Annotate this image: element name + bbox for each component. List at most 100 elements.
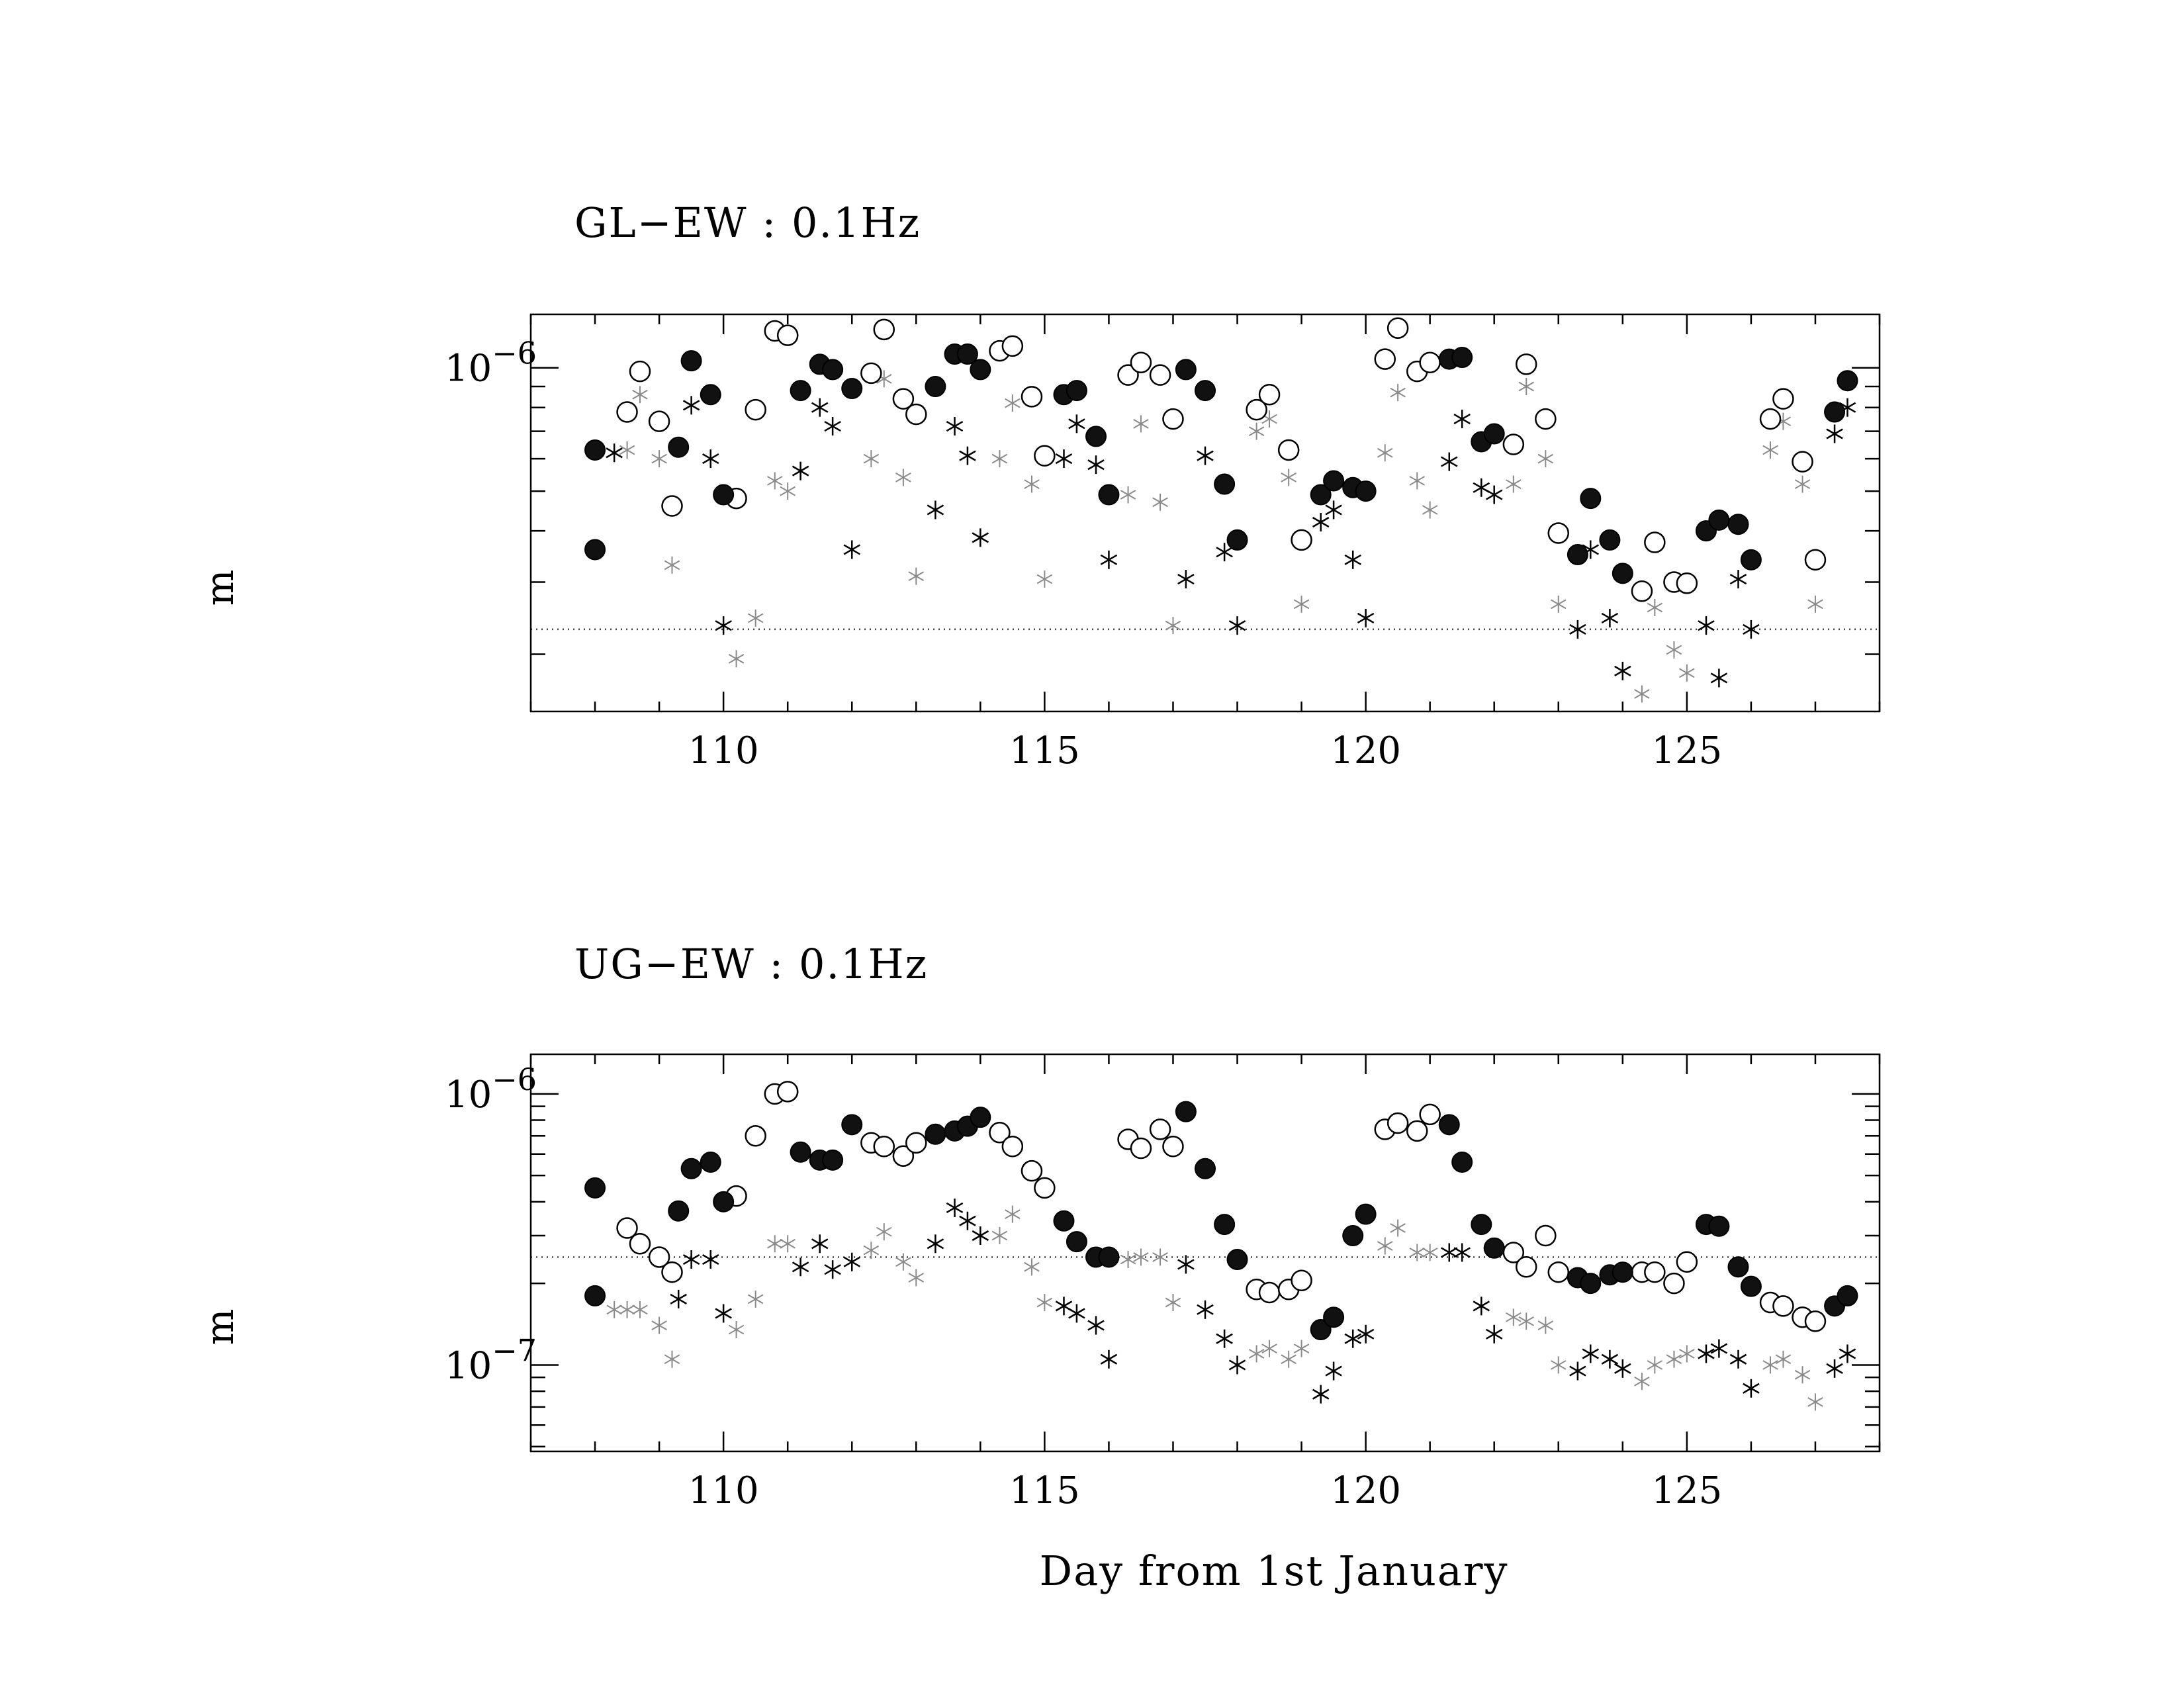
asterisk-point [1485,1324,1503,1344]
asterisk-stroke [1248,1349,1265,1359]
open-circle-point [1246,398,1267,421]
x-tick-label: 110 [688,729,759,772]
gray-asterisk-point [1165,1294,1181,1312]
y-tick-label: 10−7 [445,1332,537,1387]
asterisk-stroke [1377,447,1393,458]
asterisk-point [946,417,964,436]
gray-asterisk-point [1005,394,1021,412]
asterisk-point [1698,616,1715,635]
asterisk-stroke [1024,1261,1040,1272]
asterisk-stroke [1390,1223,1406,1233]
asterisk-stroke [1087,459,1105,471]
filled-circle-point [668,1200,690,1222]
gray-asterisk-point [1551,595,1567,613]
asterisk-stroke [959,1215,976,1226]
asterisk-stroke [632,389,648,400]
asterisk-stroke [1698,620,1715,631]
chart-panel-gl-ew: GL−EW : 0.1Hz m 10−6 110 115 120 125 [197,199,1881,772]
filled-circle-point [1098,484,1120,506]
y-tick-labels: 10−6 [445,336,537,390]
filled-circle-point [1612,563,1633,584]
gray-asterisk-point [1133,1248,1149,1266]
gray-asterisk-point [619,1300,635,1318]
open-circle-point [776,1081,799,1103]
open-circle-point [892,1145,915,1167]
x-tick-labels: 110 115 120 125 [688,729,1723,772]
asterisk-point [824,1260,841,1279]
asterisk-point [1485,485,1503,504]
gray-asterisk-point [1248,422,1265,440]
filled-circle-point [841,378,863,400]
asterisk-point [1441,1243,1458,1262]
gray-asterisk-point [1679,1345,1695,1363]
asterisk-point [1055,449,1073,469]
asterisk-stroke [702,453,719,465]
open-circle-point [1034,445,1056,467]
gray-asterisk-point [1024,475,1040,493]
asterisk-point [682,1250,700,1269]
filled-circle-point [1727,1256,1749,1278]
asterisk-stroke [1518,381,1534,392]
gray-asterisk-point [1293,1340,1310,1357]
asterisk-point [682,396,700,415]
asterisk-stroke [1473,1300,1490,1312]
asterisk-stroke [1216,547,1233,558]
gray-asterisk-point [1390,1219,1406,1237]
filled-circle-point [1837,370,1858,392]
asterisk-stroke [876,373,892,384]
asterisk-stroke [1068,418,1085,430]
asterisk-stroke [747,1294,764,1304]
open-circle-point [1258,384,1281,406]
asterisk-stroke [863,453,880,464]
open-circle-point [1631,580,1653,602]
asterisk-stroke [715,620,732,631]
asterisk-stroke [1228,1359,1246,1371]
open-circle-point [629,1233,651,1255]
gray-asterisk-point [1775,1350,1792,1368]
asterisk-stroke [1551,1360,1567,1370]
filled-circle-point [822,1149,844,1171]
asterisk-point [824,417,841,436]
gray-asterisk-point [1377,444,1393,462]
asterisk-stroke [1281,1354,1297,1365]
open-circle-point [1663,1272,1685,1295]
filled-circle-point [1226,1249,1248,1271]
open-circle-point [648,410,670,432]
gray-asterisk-point [1762,1356,1778,1374]
filled-circle-point [1310,484,1332,506]
open-circle-point [1644,1261,1666,1283]
x-tick-label: 120 [1330,729,1401,772]
open-circle-point [905,1132,927,1154]
open-circle-point [745,1125,766,1147]
asterisk-stroke [876,1226,892,1237]
filled-circle-point [1053,1210,1075,1232]
gray-asterisk-point [651,1316,667,1334]
x-tick-label: 120 [1330,1469,1401,1512]
filled-circle-point [584,539,606,561]
asterisk-stroke [619,445,635,455]
gray-asterisk-point [1293,595,1310,613]
asterisk-stroke [811,402,829,413]
filled-circle-point [925,376,946,398]
asterisk-stroke [1441,456,1458,467]
gray-asterisk-point [1518,1312,1534,1330]
filled-circle-point [1355,480,1377,502]
asterisk-stroke [1762,1360,1778,1370]
x-tick-labels: 110 115 120 125 [688,1469,1723,1512]
filled-circle-point [1471,1214,1492,1236]
asterisk-stroke [1729,573,1747,585]
asterisk-stroke [606,1304,622,1315]
asterisk-point [702,1250,719,1269]
asterisk-point [1087,455,1105,475]
open-circle-point [1515,1256,1537,1278]
asterisk-point [1601,1349,1619,1369]
filled-circle-point [1580,1273,1602,1295]
gray-asterisk-point [1537,1316,1554,1334]
y-tick-label: 10−6 [445,336,537,390]
filled-circle-point [1342,1225,1364,1247]
asterisk-point [811,1234,829,1254]
gray-asterisk-point [1807,1393,1823,1411]
gray-asterisk-point [664,1350,680,1368]
asterisk-point [1729,570,1747,589]
asterisk-stroke [1679,1349,1695,1359]
